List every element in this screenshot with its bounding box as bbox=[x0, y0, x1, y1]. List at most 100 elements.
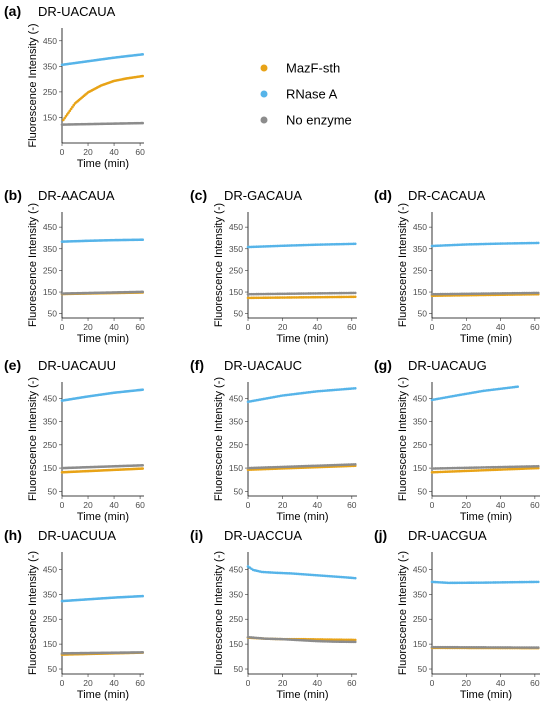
panel-e: (e) DR-UACAUU 50 150 250 350 450 0 20 40 60 Time (m… bbox=[4, 357, 145, 523]
y-tick-label: 450 bbox=[413, 222, 427, 232]
series-no-enzyme bbox=[430, 291, 540, 296]
y-tick-label: 50 bbox=[48, 664, 58, 674]
data-point bbox=[516, 385, 520, 388]
panel-letter: (j) bbox=[374, 527, 387, 543]
data-point bbox=[536, 464, 540, 468]
x-tick-label: 20 bbox=[462, 500, 472, 510]
y-tick-label: 450 bbox=[43, 393, 57, 403]
y-tick-label: 350 bbox=[229, 417, 243, 427]
y-axis-title: Fluorescence Intensity (-) bbox=[27, 23, 39, 147]
y-tick-label: 150 bbox=[229, 463, 243, 473]
panel-h: (h) DR-UACUUA 50 150 250 350 450 0 20 40 60 Time (m… bbox=[4, 527, 145, 701]
panel-a: (a) DR-UACAUA 150 250 350 450 0 20 40 60 Time (min… bbox=[4, 3, 145, 170]
x-tick-label: 20 bbox=[83, 500, 93, 510]
series-rnase-a bbox=[60, 238, 144, 243]
panel-letter: (e) bbox=[4, 357, 21, 373]
x-tick-label: 20 bbox=[462, 322, 472, 332]
x-tick-label: 60 bbox=[135, 147, 145, 157]
panel-letter: (d) bbox=[374, 187, 392, 203]
data-point bbox=[353, 291, 357, 295]
x-axis-title: Time (min) bbox=[276, 689, 328, 701]
y-tick-label: 150 bbox=[413, 463, 427, 473]
legend-marker bbox=[260, 64, 268, 72]
data-point bbox=[353, 386, 357, 390]
data-point bbox=[141, 121, 144, 125]
y-tick-label: 350 bbox=[43, 244, 57, 254]
x-tick-label: 20 bbox=[83, 322, 93, 332]
series-rnase-a bbox=[60, 594, 144, 603]
legend-label: No enzyme bbox=[286, 113, 352, 128]
series-mazf-sth bbox=[60, 467, 144, 474]
y-tick-label: 350 bbox=[43, 61, 57, 71]
x-tick-label: 40 bbox=[109, 322, 119, 332]
legend: MazF-sth RNase A No enzyme bbox=[260, 61, 352, 128]
panel-title: DR-GACAUA bbox=[224, 188, 302, 203]
y-tick-label: 450 bbox=[229, 564, 243, 574]
y-tick-label: 250 bbox=[43, 614, 57, 624]
data-point bbox=[64, 115, 68, 118]
y-tick-label: 150 bbox=[43, 287, 57, 297]
y-tick-label: 150 bbox=[229, 287, 243, 297]
x-tick-label: 20 bbox=[462, 678, 472, 688]
x-tick-label: 40 bbox=[312, 500, 322, 510]
data-point bbox=[141, 53, 144, 56]
legend-label: RNase A bbox=[286, 87, 338, 102]
y-tick-label: 450 bbox=[43, 36, 57, 46]
x-tick-label: 60 bbox=[530, 500, 540, 510]
panel-b: (b) DR-AACAUA 50 150 250 350 450 0 20 40 60 Time (m… bbox=[4, 187, 145, 345]
series-mazf-sth bbox=[430, 466, 540, 474]
x-tick-label: 40 bbox=[109, 678, 119, 688]
data-point bbox=[353, 242, 357, 246]
panel-title: DR-UACUUA bbox=[38, 528, 116, 543]
y-tick-label: 150 bbox=[43, 639, 57, 649]
data-point bbox=[536, 466, 540, 470]
panel-title: DR-UACAUG bbox=[408, 358, 487, 373]
x-tick-label: 20 bbox=[83, 678, 93, 688]
x-tick-label: 60 bbox=[135, 678, 145, 688]
series-rnase-a bbox=[60, 388, 144, 402]
y-tick-label: 450 bbox=[43, 222, 57, 232]
panel-g: (g) DR-UACAUG 50 150 250 350 450 0 20 40 60 Time (m… bbox=[374, 357, 540, 523]
x-tick-label: 20 bbox=[83, 147, 93, 157]
data-point bbox=[536, 580, 540, 584]
y-tick-label: 250 bbox=[43, 265, 57, 275]
y-tick-label: 350 bbox=[413, 244, 427, 254]
y-tick-label: 350 bbox=[229, 244, 243, 254]
data-point bbox=[141, 463, 144, 467]
x-tick-label: 0 bbox=[60, 147, 65, 157]
x-tick-label: 40 bbox=[109, 500, 119, 510]
x-tick-label: 0 bbox=[246, 500, 251, 510]
panel-letter: (i) bbox=[190, 527, 203, 543]
legend-item-rnase-a: RNase A bbox=[260, 87, 338, 102]
data-point bbox=[72, 103, 76, 107]
y-tick-label: 450 bbox=[413, 564, 427, 574]
data-point bbox=[536, 291, 540, 295]
y-tick-label: 350 bbox=[413, 589, 427, 599]
y-tick-label: 150 bbox=[413, 287, 427, 297]
x-tick-label: 60 bbox=[347, 678, 357, 688]
panel-title: DR-UACAUC bbox=[224, 358, 302, 373]
panel-title: DR-UACAUA bbox=[38, 4, 116, 19]
y-tick-label: 150 bbox=[43, 463, 57, 473]
y-tick-label: 150 bbox=[229, 639, 243, 649]
legend-marker bbox=[260, 90, 268, 98]
legend-item-mazf-sth: MazF-sth bbox=[260, 61, 340, 76]
x-tick-label: 60 bbox=[530, 322, 540, 332]
data-point bbox=[65, 113, 69, 116]
data-point bbox=[141, 651, 144, 654]
data-point bbox=[63, 116, 66, 120]
data-point bbox=[69, 107, 73, 111]
series-no-enzyme bbox=[60, 651, 144, 655]
panel-title: DR-UACCUA bbox=[224, 528, 302, 543]
data-point bbox=[141, 238, 144, 241]
panel-f: (f) DR-UACAUC 50 150 250 350 450 0 20 40 60 Time (m… bbox=[190, 357, 357, 523]
x-axis-title: Time (min) bbox=[276, 511, 328, 523]
y-tick-label: 350 bbox=[43, 417, 57, 427]
x-axis-title: Time (min) bbox=[77, 158, 129, 170]
panel-letter: (f) bbox=[190, 357, 204, 373]
y-tick-label: 50 bbox=[418, 309, 428, 319]
y-tick-label: 450 bbox=[43, 564, 57, 574]
data-point bbox=[62, 118, 65, 122]
x-tick-label: 0 bbox=[430, 678, 435, 688]
